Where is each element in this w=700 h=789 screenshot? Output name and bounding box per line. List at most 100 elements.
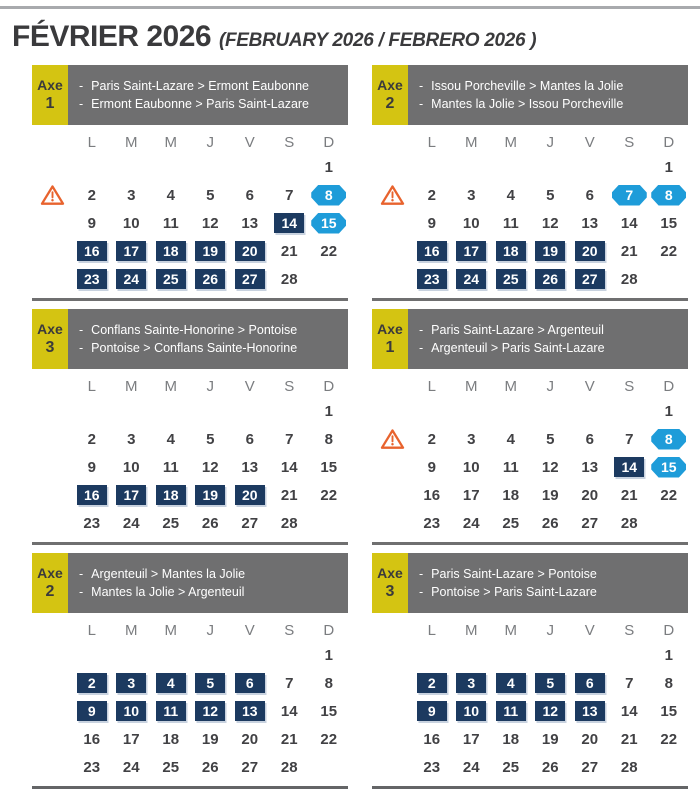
warning-icon [372, 425, 412, 453]
calendar-day: 23 [412, 753, 452, 781]
route-item: Argenteuil > Paris Saint-Lazare [419, 341, 688, 355]
day-number: 14 [280, 702, 298, 720]
day-number: 9 [427, 214, 436, 232]
calendar-day [570, 641, 610, 669]
weekday-label: V [244, 134, 255, 151]
calendar-day: 6 [570, 181, 610, 209]
calendar-day: 21 [270, 237, 310, 265]
calendar-day: 28 [610, 265, 650, 293]
week-gutter [372, 397, 412, 425]
day-highlight-works: 17 [116, 241, 147, 261]
day-highlight-works: 20 [574, 241, 605, 261]
day-highlight-pill: 15 [311, 212, 347, 234]
calendar-day [491, 153, 531, 181]
weekday-label: M [504, 622, 518, 639]
weekday-gutter [32, 376, 72, 397]
weekday-label: M [504, 134, 518, 151]
day-highlight-works: 23 [76, 269, 107, 289]
weekday-label: S [624, 622, 635, 639]
calendar-day: 27 [570, 753, 610, 781]
day-number: 28 [620, 758, 638, 776]
route-item: Argenteuil > Mantes la Jolie [79, 567, 348, 581]
day-number: 2 [87, 186, 96, 204]
section-divider [32, 786, 348, 789]
calendar-day: 12 [191, 697, 231, 725]
calendar-day: 13 [230, 453, 270, 481]
section-divider [32, 298, 348, 301]
calendar-day: 11 [491, 209, 531, 237]
calendar-day: 13 [230, 697, 270, 725]
calendar-day: 20 [570, 481, 610, 509]
calendar-day [649, 265, 689, 293]
day-number: 24 [462, 758, 480, 776]
day-number: 24 [462, 514, 480, 532]
day-number: 28 [620, 514, 638, 532]
calendar-day [112, 153, 152, 181]
calendar-day: 15 [649, 209, 689, 237]
day-number: 18 [162, 730, 180, 748]
calendar-day: 1 [649, 641, 689, 669]
day-number: 6 [245, 430, 254, 448]
calendar-day: 7 [270, 669, 310, 697]
day-number: 4 [506, 430, 515, 448]
warning-icon [32, 181, 72, 209]
axe-label: Axe [377, 564, 403, 581]
calendar-day: 16 [412, 237, 452, 265]
day-number: 14 [620, 214, 638, 232]
weekday-label: M [164, 134, 178, 151]
calendar-block: Axe 1 Paris Saint-Lazare > Argenteuil Arg… [372, 309, 688, 545]
calendar-day: 14 [610, 697, 650, 725]
calendar-day [649, 509, 689, 537]
day-number: 24 [122, 758, 140, 776]
route-item: Issou Porcheville > Mantes la Jolie [419, 79, 688, 93]
calendar-day: 27 [230, 265, 270, 293]
weekday-label: M [504, 378, 518, 395]
weekday-label: L [427, 622, 436, 639]
calendar-day: 15 [309, 453, 349, 481]
calendar-day: 2 [72, 669, 112, 697]
day-number: 7 [285, 674, 294, 692]
week-gutter [372, 209, 412, 237]
route-item: Paris Saint-Lazare > Ermont Eaubonne [79, 79, 348, 93]
calendar-day [412, 153, 452, 181]
week-gutter [32, 697, 72, 725]
axe-badge: Axe 2 [32, 553, 68, 613]
calendar-day: 22 [649, 237, 689, 265]
calendar-grid: L M M J V S D 1 2 3 4 5 6 7 8 9 10 11 12 13 14 15 16 17 18 19 20 21… [32, 620, 348, 781]
calendar-day [230, 641, 270, 669]
calendar-day: 5 [531, 669, 571, 697]
calendar-day: 8 [649, 425, 689, 453]
calendar-day: 18 [491, 237, 531, 265]
week-gutter [372, 153, 412, 181]
day-highlight-works: 18 [495, 241, 526, 261]
calendar-day: 10 [452, 209, 492, 237]
calendar-grid: L M M J V S D 1 2 3 4 5 6 7 8 9 10 11 12 13 14 15 16 17 18 19 20 21… [372, 376, 688, 537]
day-number: 4 [166, 186, 175, 204]
month-subtitle: (FEBRUARY 2026 / FEBRERO 2026 ) [218, 30, 537, 51]
day-highlight-works: 19 [195, 485, 226, 505]
day-highlight-works: 25 [495, 269, 526, 289]
calendar-day: 9 [72, 697, 112, 725]
calendar-day: 21 [270, 481, 310, 509]
calendar-day: 11 [151, 209, 191, 237]
axe-badge: Axe 1 [372, 309, 408, 369]
calendar-day: 24 [112, 509, 152, 537]
weekday-label: J [546, 378, 555, 395]
calendar-day: 1 [309, 397, 349, 425]
calendar-day: 20 [570, 725, 610, 753]
day-number: 5 [546, 186, 555, 204]
calendar-day: 28 [270, 509, 310, 537]
calendar-day: 20 [230, 481, 270, 509]
day-number: 21 [620, 486, 638, 504]
calendar-day: 5 [191, 425, 231, 453]
day-number: 22 [320, 486, 338, 504]
calendar-day: 1 [649, 153, 689, 181]
day-number: 22 [320, 730, 338, 748]
week-gutter [32, 397, 72, 425]
day-number: 22 [660, 730, 678, 748]
day-number: 28 [280, 758, 298, 776]
day-number: 22 [320, 242, 338, 260]
day-highlight-works: 13 [234, 701, 265, 721]
calendar-day: 20 [230, 725, 270, 753]
day-highlight-works: 2 [76, 673, 107, 693]
